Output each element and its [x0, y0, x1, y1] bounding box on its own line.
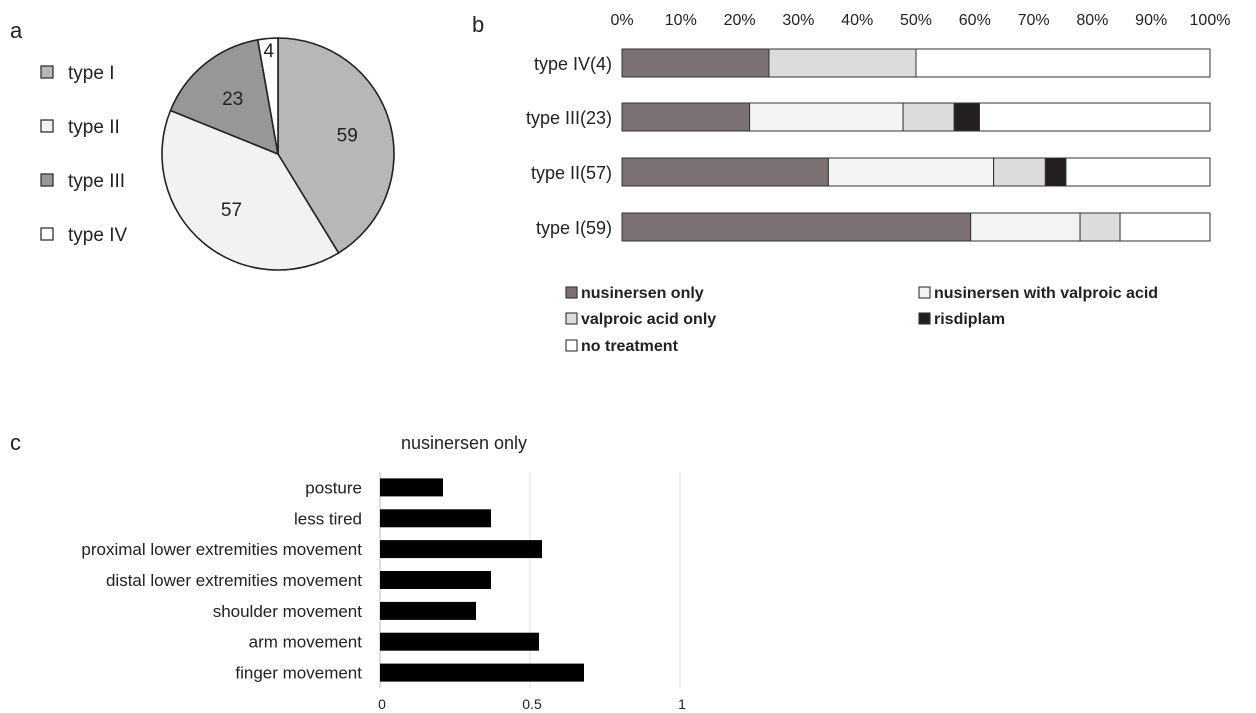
c-bar-distal-lower-extremities-movement	[380, 571, 491, 589]
b-legend-label: risdiplam	[934, 311, 1005, 328]
b-tick-label: 10%	[665, 12, 697, 29]
c-bar-proximal-lower-extremities-movement	[380, 540, 542, 559]
b-tick-label: 40%	[841, 12, 873, 29]
b-bar-nusinersen-only	[621, 157, 829, 187]
pie-value-label: 23	[222, 89, 243, 110]
b-category-label: type IV(4)	[534, 54, 612, 74]
c-tick-label: 0.5	[522, 696, 542, 712]
c-tick-label: 1	[678, 696, 686, 712]
pie-legend-swatch-type-i	[40, 65, 54, 79]
c-x-axis-ticks: 0 0.5 1	[378, 696, 686, 712]
c-bar-arm-movement	[380, 632, 539, 651]
pie-slice-type-ii	[161, 109, 340, 271]
pie-legend: type I type II type III type IV	[40, 63, 127, 246]
c-bar-less-tired	[380, 509, 491, 528]
b-tick-label: 20%	[724, 12, 756, 29]
b-bar-risdiplam	[1044, 157, 1067, 187]
b-tick-label: 90%	[1135, 12, 1167, 29]
b-legend-label: nusinersen with valproic acid	[934, 285, 1158, 302]
c-category-label: less tired	[294, 509, 362, 528]
c-category-label: finger movement	[235, 664, 362, 683]
pie-value-label: 59	[337, 126, 358, 147]
pie-labels: 59 57 23 4	[221, 41, 358, 221]
b-legend-swatch-nusinersen-with-valproic-acid	[918, 286, 931, 299]
c-category-label: shoulder movement	[213, 602, 363, 621]
panel-b-letter: b	[472, 12, 484, 37]
b-tick-label: 80%	[1076, 12, 1108, 29]
b-bar-no-treatment	[1119, 212, 1211, 242]
b-bar-valproic-acid-only	[1079, 212, 1121, 242]
c-bars	[380, 478, 584, 682]
b-legend-swatch-valproic-acid-only	[565, 312, 578, 325]
b-bar-nusinersen-with-valproic-acid	[827, 157, 995, 187]
pie-legend-label: type II	[68, 117, 120, 138]
pie-legend-label: type I	[68, 63, 114, 84]
pie-legend-swatch-type-ii	[40, 119, 54, 133]
c-category-label: arm movement	[249, 633, 363, 652]
b-bar-nusinersen-with-valproic-acid	[749, 102, 904, 132]
b-category-label: type III(23)	[526, 108, 612, 128]
b-tick-label: 50%	[900, 12, 932, 29]
c-bar-posture	[380, 478, 443, 497]
b-bar-nusinersen-only	[621, 212, 972, 242]
b-legend-label: valproic acid only	[581, 311, 716, 328]
b-legend-swatch-no-treatment	[565, 339, 578, 352]
pie-legend-swatch-type-iv	[40, 227, 54, 241]
pie-legend-label: type IV	[68, 225, 127, 246]
panel-c-letter: c	[10, 430, 21, 455]
b-tick-label: 70%	[1018, 12, 1050, 29]
c-category-labels: posture less tired proximal lower extremit…	[81, 478, 362, 682]
b-category-labels: type IV(4) type III(23) type II(57) type I(…	[526, 54, 612, 238]
b-bar-risdiplam	[953, 102, 980, 132]
c-chart-title: nusinersen only	[401, 433, 527, 453]
c-tick-label: 0	[378, 696, 386, 712]
c-category-label: distal lower extremities movement	[106, 571, 362, 590]
pie-legend-label: type III	[68, 171, 125, 192]
b-tick-label: 60%	[959, 12, 991, 29]
b-tick-label: 30%	[782, 12, 814, 29]
b-tick-label: 100%	[1190, 12, 1231, 29]
b-category-label: type II(57)	[531, 163, 612, 183]
b-bar-nusinersen-with-valproic-acid	[970, 212, 1081, 242]
c-category-label: posture	[305, 478, 362, 497]
pie-value-label: 4	[264, 41, 275, 62]
b-bar-nusinersen-only	[621, 48, 770, 78]
b-bar-valproic-acid-only	[902, 102, 955, 132]
c-bar-finger-movement	[380, 663, 584, 682]
pie-slice-type-iv	[256, 37, 279, 155]
pie-chart	[161, 37, 395, 271]
b-legend-label: nusinersen only	[581, 285, 704, 302]
b-legend-swatch-nusinersen-only	[565, 286, 578, 299]
b-bar-no-treatment	[1065, 157, 1211, 187]
pie-slice-type-iii	[169, 38, 280, 156]
pie-value-label: 57	[221, 200, 242, 221]
b-bar-valproic-acid-only	[768, 48, 917, 78]
panel-a-letter: a	[10, 18, 23, 43]
b-x-axis-ticks: 0% 10% 20% 30% 40% 50% 60% 70% 80% 90% 100%	[610, 12, 1230, 29]
pie-legend-swatch-type-iii	[40, 173, 54, 187]
b-bar-valproic-acid-only	[993, 157, 1046, 187]
b-legend-swatch-risdiplam	[918, 312, 931, 325]
b-tick-label: 0%	[610, 12, 633, 29]
b-legend: nusinersen only nusinersen with valproic …	[565, 285, 1158, 355]
b-stacked-bars	[621, 48, 1211, 242]
b-bar-no-treatment	[979, 102, 1211, 132]
c-category-label: proximal lower extremities movement	[81, 540, 362, 559]
b-category-label: type I(59)	[536, 218, 612, 238]
b-legend-label: no treatment	[581, 338, 679, 355]
b-bar-no-treatment	[915, 48, 1211, 78]
pie-slice-type-i	[277, 37, 395, 255]
c-bar-shoulder-movement	[380, 601, 476, 620]
b-bar-nusinersen-only	[621, 102, 751, 132]
